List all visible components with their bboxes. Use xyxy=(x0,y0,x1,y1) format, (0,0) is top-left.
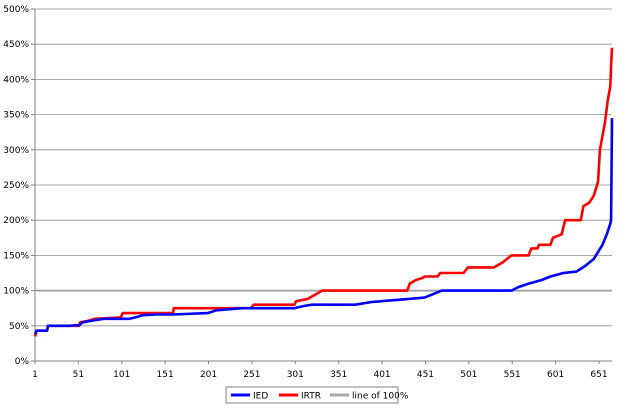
y-tick-label: 0% xyxy=(15,357,30,367)
x-tick-label: 51 xyxy=(73,370,84,380)
legend: IED IRTR line of 100% xyxy=(225,386,409,404)
y-tick-label: 400% xyxy=(3,75,29,85)
gridlines xyxy=(35,8,612,327)
y-tick-label: 250% xyxy=(3,181,29,191)
legend-label: line of 100% xyxy=(352,392,409,402)
x-tick-label: 551 xyxy=(504,370,521,380)
y-tick-label: 450% xyxy=(3,40,29,50)
x-tick-label: 651 xyxy=(590,370,607,380)
y-tick-label: 300% xyxy=(3,146,29,156)
y-tick-label: 200% xyxy=(3,216,29,226)
legend-label: IRTR xyxy=(301,392,321,402)
y-tick-label: 50% xyxy=(9,322,29,332)
x-tick-label: 451 xyxy=(417,370,434,380)
x-tick-label: 1 xyxy=(32,370,38,380)
y-tick-label: 150% xyxy=(3,251,29,261)
x-tick-label: 351 xyxy=(330,370,347,380)
y-tick-label: 100% xyxy=(3,287,29,297)
axes xyxy=(31,8,612,364)
x-tick-label: 251 xyxy=(243,370,260,380)
y-tick-label: 350% xyxy=(3,111,29,121)
x-tick-labels: 1 51 101 151 201 251 301 351 401 451 501 551 601 651 xyxy=(32,370,607,380)
x-tick-label: 601 xyxy=(547,370,564,380)
series-line-ied xyxy=(33,118,614,335)
series-line-irtr xyxy=(33,47,614,337)
x-tick-label: 301 xyxy=(287,370,304,380)
x-tick-label: 201 xyxy=(200,370,217,380)
x-tick-label: 151 xyxy=(157,370,174,380)
series-lines xyxy=(33,47,614,337)
x-tick-label: 401 xyxy=(373,370,390,380)
legend-box xyxy=(225,386,399,404)
y-tick-label: 500% xyxy=(3,5,29,15)
y-tick-labels: 0% 50% 100% 150% 200% 250% 300% 350% 400% 450% 500… xyxy=(3,5,29,367)
legend-label: IED xyxy=(253,392,268,402)
x-tick-label: 101 xyxy=(113,370,130,380)
x-tick-label: 501 xyxy=(460,370,477,380)
